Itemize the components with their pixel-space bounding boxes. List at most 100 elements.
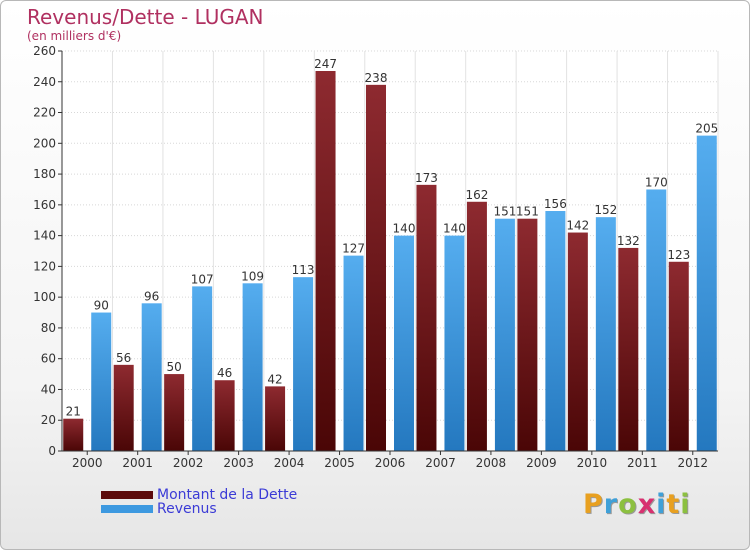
x-tick-label: 2005	[324, 456, 355, 470]
bar-dette	[315, 71, 336, 451]
logo-letter: i	[656, 489, 667, 520]
bar-revenus	[91, 312, 112, 451]
y-tick-label: 240	[33, 75, 56, 89]
y-tick-label: 200	[33, 136, 56, 150]
bar-revenus	[192, 286, 213, 451]
logo-letter: x	[637, 489, 657, 520]
y-tick-label: 60	[41, 352, 56, 366]
bar-revenus	[242, 283, 263, 451]
x-tick-label: 2010	[577, 456, 608, 470]
y-tick-label: 160	[33, 198, 56, 212]
data-label: 107	[191, 272, 214, 286]
bar-revenus	[293, 277, 314, 451]
bar-dette	[265, 386, 286, 451]
data-label: 56	[116, 351, 131, 365]
chart-title: Revenus/Dette - LUGAN	[27, 5, 264, 29]
data-label: 156	[544, 197, 567, 211]
bar-revenus	[545, 211, 566, 451]
data-labels: 21 90 56 96 50 107 46 109 42 113 247 127 238 140 173 14…	[66, 57, 719, 419]
data-label: 151	[516, 205, 539, 219]
y-tick-label: 260	[33, 44, 56, 58]
data-label: 42	[267, 372, 282, 386]
logo-letter: i	[680, 489, 691, 520]
bar-dette	[466, 201, 487, 451]
bar-revenus	[646, 189, 667, 451]
bar-dette	[214, 380, 235, 451]
data-label: 247	[314, 57, 337, 71]
data-label: 151	[493, 205, 516, 219]
y-tick-label: 120	[33, 259, 56, 273]
bar-dette	[63, 418, 84, 451]
logo-letter: t	[666, 489, 681, 520]
data-label: 123	[667, 248, 690, 262]
bar-revenus	[394, 235, 414, 451]
bar-dette	[416, 184, 437, 451]
x-tick-label: 2012	[677, 456, 708, 470]
legend-swatch-revenus	[101, 505, 153, 513]
data-label: 50	[167, 360, 182, 374]
y-tick-label: 220	[33, 106, 56, 120]
legend-label-revenus: Revenus	[157, 501, 217, 517]
legend-item-dette: Montant de la Dette	[101, 487, 297, 503]
data-label: 238	[365, 71, 388, 85]
data-label: 90	[94, 299, 109, 313]
bar-dette	[567, 232, 588, 451]
bar-revenus	[494, 218, 515, 451]
bar-revenus	[343, 255, 364, 451]
bar-dette	[668, 261, 689, 451]
logo-letter: P	[583, 489, 604, 520]
bar-dette	[517, 218, 538, 451]
x-tick-label: 2003	[223, 456, 254, 470]
y-tick-label: 180	[33, 167, 56, 181]
data-label: 170	[645, 175, 668, 189]
x-tick-label: 2008	[476, 456, 507, 470]
logo-letter: r	[603, 489, 619, 520]
y-tick-label: 20	[41, 413, 56, 427]
x-tick-label: 2000	[72, 456, 103, 470]
data-label: 162	[465, 188, 488, 202]
data-label: 113	[292, 263, 315, 277]
bar-dette	[164, 374, 185, 451]
bar-revenus	[595, 217, 616, 451]
bar-revenus	[444, 235, 465, 451]
y-tick-label: 100	[33, 290, 56, 304]
data-label: 173	[415, 171, 438, 185]
data-label: 132	[617, 234, 640, 248]
data-label: 127	[342, 242, 365, 256]
x-tick-label: 2004	[274, 456, 305, 470]
x-tick-label: 2006	[375, 456, 406, 470]
legend-item-revenus: Revenus	[101, 501, 217, 517]
bars	[63, 71, 717, 451]
x-tick-label: 2011	[627, 456, 658, 470]
data-label: 46	[217, 366, 232, 380]
x-tick-label: 2009	[526, 456, 557, 470]
data-label: 109	[241, 269, 264, 283]
proxiti-logo: Proxiti	[583, 489, 691, 520]
chart-subtitle: (en milliers d'€)	[27, 29, 122, 43]
bar-dette	[113, 364, 134, 451]
bar-revenus	[696, 135, 717, 451]
y-tick-label: 140	[33, 229, 56, 243]
y-tick-label: 0	[48, 444, 56, 458]
data-label: 96	[144, 289, 159, 303]
x-tick-label: 2007	[425, 456, 456, 470]
data-label: 21	[66, 405, 81, 419]
y-tick-label: 80	[41, 321, 56, 335]
bar-dette	[366, 84, 386, 451]
y-tick-label: 40	[41, 382, 56, 396]
legend-label-dette: Montant de la Dette	[157, 487, 298, 503]
x-tick-label: 2002	[173, 456, 204, 470]
data-label: 205	[695, 122, 718, 136]
data-label: 152	[594, 203, 617, 217]
bar-revenus	[141, 303, 162, 451]
legend-swatch-dette	[101, 491, 153, 499]
x-tick-label: 2001	[122, 456, 153, 470]
axes: 0 20 40 60 80 100 120 140 160 180 200 220 240 260 2000…	[33, 44, 718, 470]
data-label: 140	[443, 222, 466, 236]
logo-letter: o	[618, 489, 638, 520]
bar-dette	[618, 247, 639, 451]
data-label: 142	[566, 219, 589, 233]
data-label: 140	[393, 222, 416, 236]
